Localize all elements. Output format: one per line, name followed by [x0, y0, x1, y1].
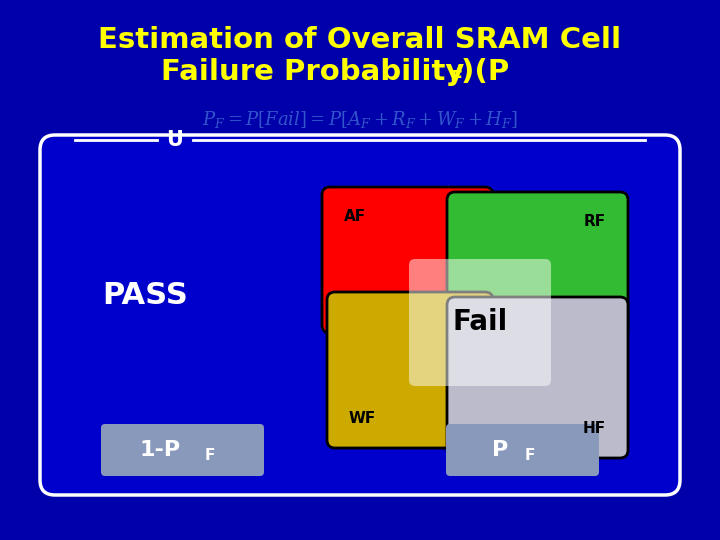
- FancyBboxPatch shape: [447, 192, 628, 338]
- Text: $P_F = P[Fail] = P[A_F + R_F + W_F + H_F]$: $P_F = P[Fail] = P[A_F + R_F + W_F + H_F…: [202, 110, 518, 131]
- Text: PASS: PASS: [102, 280, 188, 309]
- FancyBboxPatch shape: [322, 187, 493, 333]
- Text: P: P: [492, 440, 508, 460]
- Text: HF: HF: [583, 421, 606, 436]
- FancyBboxPatch shape: [101, 424, 264, 476]
- Text: 1-P: 1-P: [140, 440, 181, 460]
- Text: U: U: [166, 130, 184, 150]
- FancyBboxPatch shape: [447, 297, 628, 458]
- Text: Failure Probability (P: Failure Probability (P: [161, 58, 509, 86]
- FancyBboxPatch shape: [409, 259, 551, 386]
- Text: RF: RF: [584, 214, 606, 229]
- Text: F: F: [205, 448, 215, 462]
- FancyBboxPatch shape: [327, 292, 493, 448]
- FancyBboxPatch shape: [446, 424, 599, 476]
- Text: F: F: [449, 69, 462, 87]
- Text: ): ): [461, 58, 474, 86]
- FancyBboxPatch shape: [40, 135, 680, 495]
- Text: F: F: [525, 448, 536, 462]
- Text: Estimation of Overall SRAM Cell: Estimation of Overall SRAM Cell: [99, 26, 621, 54]
- Text: Fail: Fail: [452, 308, 508, 336]
- Text: WF: WF: [349, 411, 377, 426]
- Text: AF: AF: [344, 209, 366, 224]
